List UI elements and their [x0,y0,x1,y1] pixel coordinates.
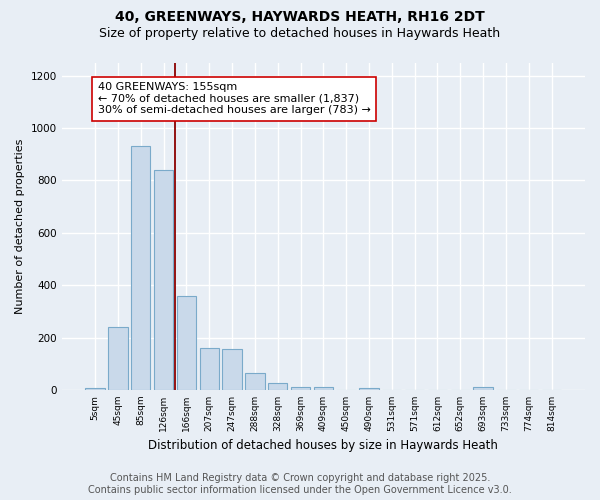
Bar [223,350,242,390]
Y-axis label: Number of detached properties: Number of detached properties [15,138,25,314]
Bar [154,170,173,390]
Text: Size of property relative to detached houses in Haywards Heath: Size of property relative to detached ho… [100,28,500,40]
Bar [177,296,196,390]
Text: 40 GREENWAYS: 155sqm
← 70% of detached houses are smaller (1,837)
30% of semi-de: 40 GREENWAYS: 155sqm ← 70% of detached h… [98,82,371,116]
Bar [268,382,287,390]
Bar [85,388,105,390]
Bar [245,374,265,390]
X-axis label: Distribution of detached houses by size in Haywards Heath: Distribution of detached houses by size … [148,440,498,452]
Bar [108,327,128,390]
Text: 40, GREENWAYS, HAYWARDS HEATH, RH16 2DT: 40, GREENWAYS, HAYWARDS HEATH, RH16 2DT [115,10,485,24]
Bar [359,388,379,390]
Bar [314,388,333,390]
Text: Contains HM Land Registry data © Crown copyright and database right 2025.
Contai: Contains HM Land Registry data © Crown c… [88,474,512,495]
Bar [200,348,219,390]
Bar [131,146,151,390]
Bar [473,388,493,390]
Bar [291,388,310,390]
